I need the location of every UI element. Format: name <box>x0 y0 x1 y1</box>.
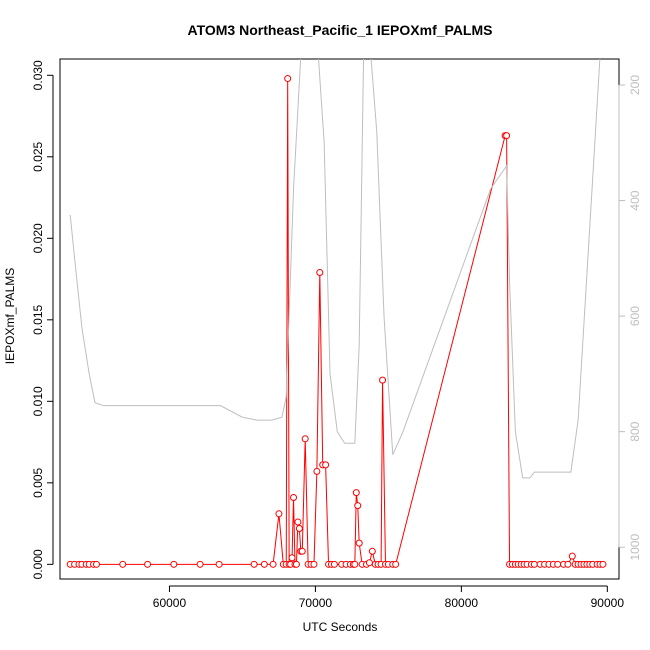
x-axis-label: UTC Seconds <box>303 620 378 634</box>
series-line <box>69 59 601 479</box>
series-pressure <box>69 59 601 479</box>
data-point <box>288 554 296 562</box>
data-point <box>310 560 318 568</box>
right-tick-label: 600 <box>628 306 642 326</box>
data-point <box>284 75 292 83</box>
y-tick-label: 0.020 <box>31 223 45 253</box>
data-point <box>365 559 373 567</box>
data-point <box>250 560 258 568</box>
data-point <box>92 560 100 568</box>
data-point <box>269 560 277 568</box>
x-tick-label: 60000 <box>153 596 187 610</box>
data-point <box>530 560 538 568</box>
y-tick-label: 0.005 <box>31 467 45 497</box>
data-point <box>322 461 330 469</box>
y-tick-label: 0.025 <box>31 141 45 171</box>
data-point <box>144 560 152 568</box>
data-point <box>295 524 303 532</box>
data-point <box>215 560 223 568</box>
data-point <box>292 560 300 568</box>
x-tick-label: 80000 <box>445 596 479 610</box>
series-iepoxmf <box>66 75 607 568</box>
pressure-axis-right: 200 400 600 800 1000 <box>618 75 642 561</box>
y-tick-label: 0.030 <box>31 60 45 90</box>
x-tick-label: 90000 <box>591 596 625 610</box>
data-point <box>260 560 268 568</box>
right-tick-label: 800 <box>628 421 642 441</box>
data-point <box>313 467 321 475</box>
y-axis-label: IEPOXmf_PALMS <box>3 268 17 364</box>
data-point <box>368 547 376 555</box>
data-point <box>568 552 576 560</box>
y-tick-label: 0.010 <box>31 386 45 416</box>
plot-area <box>59 58 620 580</box>
data-point <box>354 502 362 510</box>
data-point <box>275 510 283 518</box>
data-point <box>290 493 298 501</box>
right-tick-label: 400 <box>628 190 642 210</box>
data-point <box>330 560 338 568</box>
right-tick-label: 1000 <box>628 534 642 561</box>
data-point <box>392 560 400 568</box>
y-tick-label: 0.015 <box>31 304 45 334</box>
data-point <box>564 560 572 568</box>
y-axis: 0.000 0.005 0.010 0.015 0.020 0.025 0.030 <box>31 60 54 579</box>
data-point <box>170 560 178 568</box>
data-point <box>119 560 127 568</box>
data-point <box>554 560 562 568</box>
y-tick-label: 0.000 <box>31 549 45 579</box>
data-point <box>599 560 607 568</box>
data-point <box>301 435 309 443</box>
data-point <box>298 547 306 555</box>
data-point <box>503 132 511 140</box>
x-tick-label: 70000 <box>299 596 333 610</box>
right-tick-label: 200 <box>628 75 642 95</box>
data-point <box>294 518 302 526</box>
data-point <box>351 560 359 568</box>
x-axis: 60000 70000 80000 90000 <box>153 585 625 610</box>
data-point <box>352 489 360 497</box>
series-layer <box>66 59 607 568</box>
data-point <box>355 539 363 547</box>
series-line <box>70 78 603 565</box>
data-point <box>316 269 324 277</box>
chart-title: ATOM3 Northeast_Pacific_1 IEPOXmf_PALMS <box>188 22 493 38</box>
data-point <box>379 376 387 384</box>
data-point <box>196 560 204 568</box>
